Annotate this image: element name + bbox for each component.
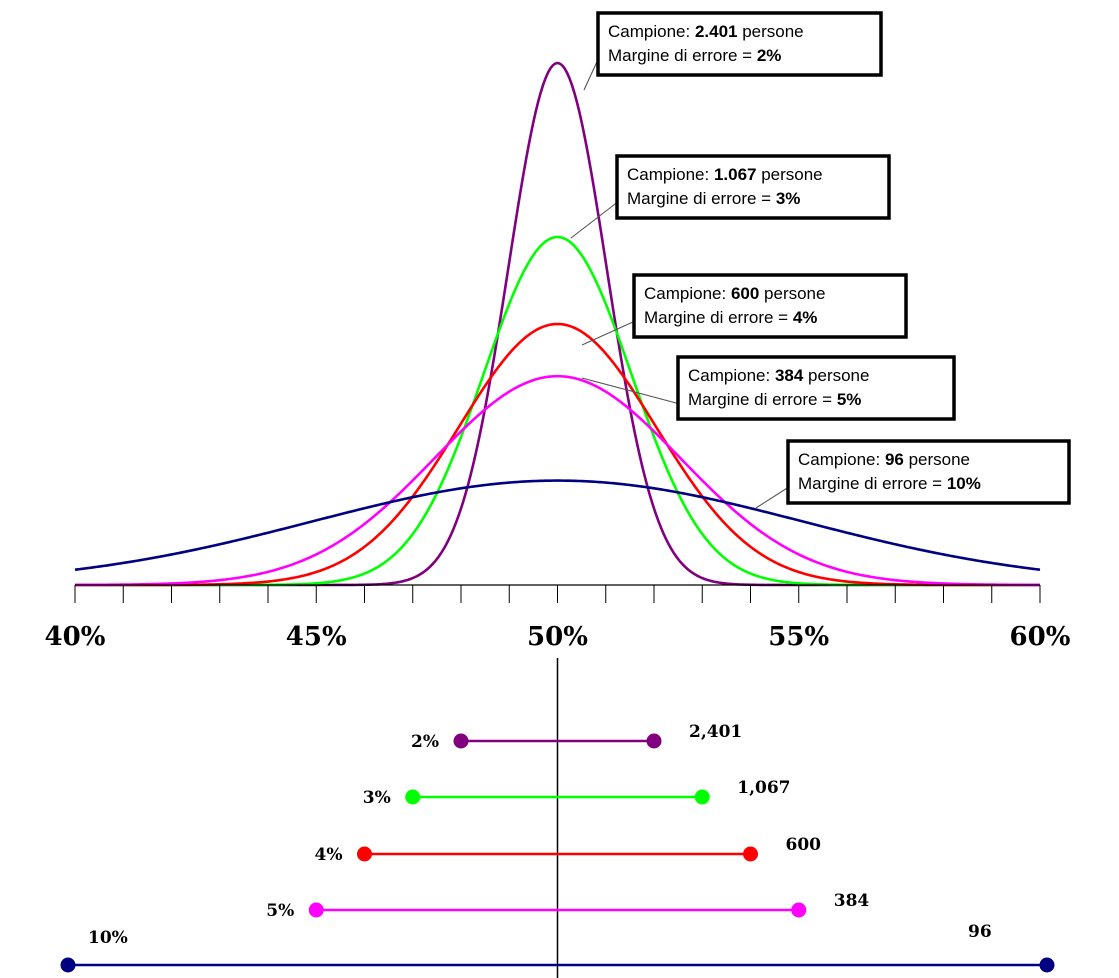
interval-low-point — [357, 846, 372, 862]
interval-size-label: 1,067 — [737, 778, 790, 798]
callouts: Campione: 2.401 persone Margine di errore… — [570, 11, 1071, 509]
x-tick-label: 40% — [45, 622, 106, 652]
callout-box: Campione: 2.401 persone Margine di errore… — [583, 11, 883, 91]
callout-box: Campione: 96 persone Margine di errore = … — [755, 439, 1071, 509]
callout-leader — [570, 202, 618, 239]
callout-margin-text: Margine di errore = 2% — [608, 46, 781, 65]
callout-margin-text: Margine di errore = 5% — [688, 390, 861, 409]
interval-size-label: 2,401 — [689, 722, 742, 742]
interval-low-point — [60, 957, 76, 973]
callout-frame — [596, 11, 883, 77]
interval-high-point — [694, 789, 710, 805]
callout-margin-text: Margine di errore = 10% — [798, 474, 981, 493]
callout-frame — [615, 154, 891, 220]
x-tick-label: 60% — [1010, 622, 1071, 652]
x-axis: 40% 45% 50% 55% 60% — [45, 584, 1071, 652]
interval-margin-label: 4% — [315, 845, 343, 865]
curve-10pct — [74, 479, 1041, 572]
callout-frame — [632, 273, 908, 339]
interval-row: 2% 2,401 — [411, 722, 742, 752]
interval-row: 3% 1,067 — [363, 778, 791, 808]
interval-margin-label: 3% — [363, 788, 391, 808]
callout-leader — [581, 320, 635, 346]
callout-box: Campione: 1.067 persone Margine di errore… — [570, 154, 891, 239]
callout-margin-text: Margine di errore = 4% — [644, 308, 817, 327]
interval-margin-label: 2% — [411, 732, 439, 752]
callout-frame — [676, 355, 956, 421]
callout-frame — [786, 439, 1071, 505]
interval-high-point — [1039, 957, 1055, 973]
interval-size-label: 384 — [834, 891, 870, 911]
callout-sample-text: Campione: 384 persone — [688, 366, 869, 385]
interval-row: 10% 96 — [60, 922, 1055, 973]
interval-size-label: 96 — [968, 922, 992, 942]
x-tick-label: 45% — [286, 622, 347, 652]
callout-box: Campione: 384 persone Margine di errore =… — [581, 355, 956, 421]
interval-row: 5% 384 — [266, 891, 869, 921]
callout-sample-text: Campione: 96 persone — [798, 450, 970, 469]
callout-leader — [583, 59, 599, 91]
callout-sample-text: Campione: 2.401 persone — [608, 22, 804, 41]
callout-sample-text: Campione: 600 persone — [644, 284, 825, 303]
interval-margin-label: 5% — [266, 901, 294, 921]
interval-high-point — [791, 902, 807, 918]
curve-5pct — [75, 374, 1040, 587]
confidence-intervals: 2% 2,401 3% 1,067 4% 600 5% 384 10% 96 — [60, 658, 1055, 978]
callout-sample-text: Campione: 1.067 persone — [627, 165, 823, 184]
interval-low-point — [308, 902, 324, 918]
x-tick-label: 50% — [527, 622, 588, 652]
interval-high-point — [743, 846, 758, 862]
callout-leader — [581, 377, 679, 405]
x-tick-label: 55% — [768, 622, 829, 652]
interval-margin-label: 10% — [88, 928, 128, 948]
interval-row: 4% 600 — [315, 835, 822, 865]
interval-size-label: 600 — [786, 835, 822, 855]
callout-leader — [755, 487, 789, 509]
interval-low-point — [405, 789, 421, 805]
curve-4pct — [75, 322, 1040, 587]
interval-low-point — [453, 733, 469, 749]
interval-high-point — [646, 733, 662, 749]
callout-box: Campione: 600 persone Margine di errore =… — [581, 273, 908, 346]
callout-margin-text: Margine di errore = 3% — [627, 189, 800, 208]
